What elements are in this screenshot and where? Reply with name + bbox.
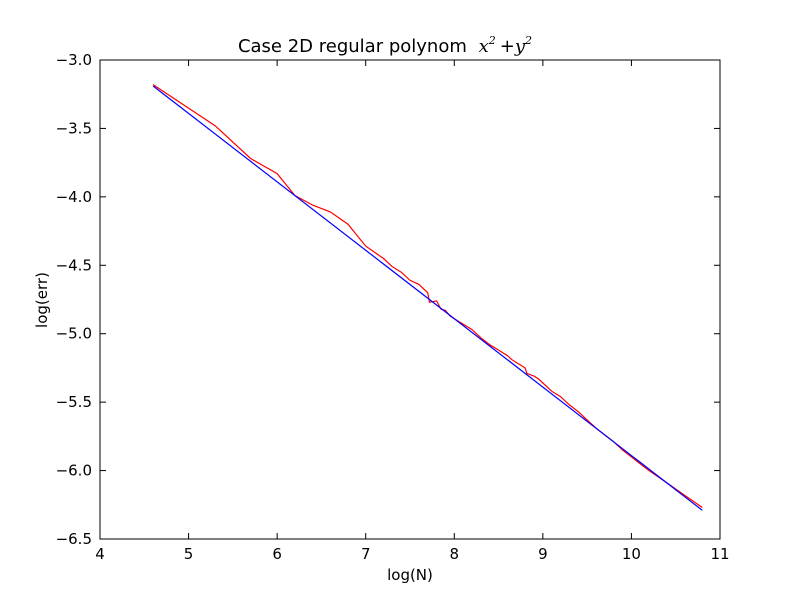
x-tick-label: 5 xyxy=(184,545,194,563)
x-axis-label: log(N) xyxy=(387,566,433,584)
x-tick-label: 4 xyxy=(95,545,105,563)
title-math-y: y xyxy=(514,36,526,57)
y-tick-label: −5.5 xyxy=(56,393,92,411)
title-math-x: x xyxy=(479,36,489,57)
y-tick-label: −5.0 xyxy=(56,325,92,343)
plot-series xyxy=(152,84,703,511)
x-tick-label: 6 xyxy=(272,545,282,563)
axis-ticks: 4 5 6 7 8 9 10 11 −3.0 −3.5 −4.0 −4.5 −5.0 −5.5 −6.0 −6… xyxy=(56,51,730,563)
series-line-0 xyxy=(152,84,703,508)
title-math-exp2: 2 xyxy=(524,34,532,47)
x-tick-label: 10 xyxy=(622,545,641,563)
title-math-plus: + xyxy=(500,36,515,57)
chart-title-text: Case 2D regular polynom x2 +y2 xyxy=(238,34,532,57)
y-tick-label: −4.0 xyxy=(56,188,92,206)
x-tick-label: 9 xyxy=(538,545,548,563)
y-tick-label: −3.0 xyxy=(56,51,92,69)
y-tick-label: −6.0 xyxy=(56,462,92,480)
title-math-exp1: 2 xyxy=(488,34,496,47)
y-axis-label: log(err) xyxy=(33,272,51,328)
x-tick-label: 11 xyxy=(710,545,729,563)
chart-title: Case 2D regular polynom x2 +y2 xyxy=(238,34,532,57)
y-tick-label: −3.5 xyxy=(56,119,92,137)
series-line-1 xyxy=(152,85,703,511)
x-tick-label: 8 xyxy=(450,545,460,563)
x-tick-label: 7 xyxy=(361,545,371,563)
plot-frame xyxy=(99,59,721,540)
y-tick-label: −6.5 xyxy=(56,530,92,548)
y-tick-label: −4.5 xyxy=(56,256,92,274)
title-plain: Case 2D regular polynom xyxy=(238,36,467,57)
